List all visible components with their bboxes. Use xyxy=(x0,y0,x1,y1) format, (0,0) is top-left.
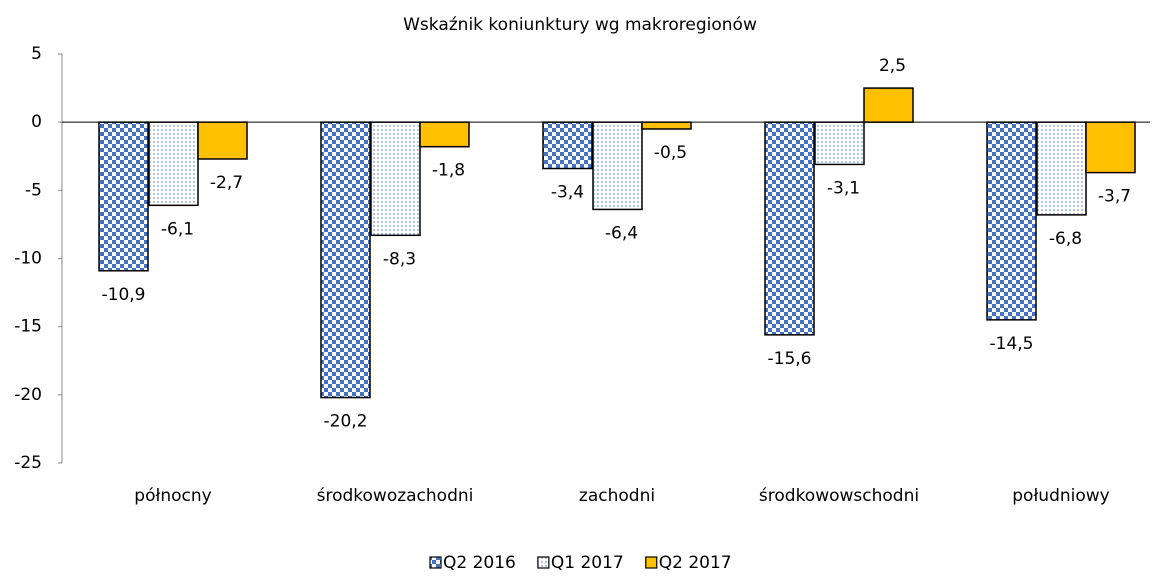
bar xyxy=(764,121,815,336)
value-label: -15,6 xyxy=(768,349,812,369)
legend-swatch xyxy=(537,556,550,569)
legend-label: Q2 2017 xyxy=(659,553,732,573)
legend-label: Q2 2016 xyxy=(443,553,516,573)
y-tick-label: -15 xyxy=(14,317,42,337)
bar xyxy=(641,121,692,130)
bar xyxy=(419,121,470,148)
y-tick-label: -5 xyxy=(25,180,42,200)
value-label: -8,3 xyxy=(383,249,416,269)
y-tick-label: 5 xyxy=(31,44,42,64)
value-label: -1,8 xyxy=(432,161,465,181)
x-tick-label: środkowowschodni xyxy=(759,486,919,506)
value-label: -6,4 xyxy=(605,223,638,243)
value-label: -6,8 xyxy=(1049,229,1082,249)
value-label: -3,4 xyxy=(551,183,584,203)
value-label: -10,9 xyxy=(102,285,146,305)
bar xyxy=(98,121,149,272)
y-tick-label: -20 xyxy=(14,385,42,405)
x-tick-label: północny xyxy=(134,486,211,506)
value-label: -3,7 xyxy=(1098,187,1131,207)
value-label: -14,5 xyxy=(990,334,1034,354)
x-tick-label: środkowozachodni xyxy=(317,486,474,506)
bar xyxy=(148,121,199,207)
bar xyxy=(863,87,914,123)
x-tick-label: południowy xyxy=(1012,486,1109,506)
value-label: -3,1 xyxy=(827,178,860,198)
y-tick-label: -10 xyxy=(14,249,42,269)
bar xyxy=(542,121,593,170)
value-label: 2,5 xyxy=(879,56,906,76)
value-label: -2,7 xyxy=(210,173,243,193)
value-label: -20,2 xyxy=(324,412,368,432)
bar xyxy=(814,121,865,166)
bar xyxy=(1085,121,1136,174)
bar xyxy=(197,121,248,160)
legend-label: Q1 2017 xyxy=(551,553,624,573)
bar xyxy=(370,121,421,237)
legend-swatch xyxy=(429,556,442,569)
chart-title: Wskaźnik koniunktury wg makroregionów xyxy=(403,15,757,35)
bar xyxy=(320,121,371,399)
y-tick-label: -25 xyxy=(14,453,42,473)
legend-swatch xyxy=(645,556,658,569)
bar xyxy=(986,121,1037,321)
y-tick-label: 0 xyxy=(31,112,42,132)
value-label: -0,5 xyxy=(654,143,687,163)
bar xyxy=(1036,121,1087,216)
bar xyxy=(592,121,643,211)
x-tick-label: zachodni xyxy=(579,486,655,506)
value-label: -6,1 xyxy=(161,219,194,239)
